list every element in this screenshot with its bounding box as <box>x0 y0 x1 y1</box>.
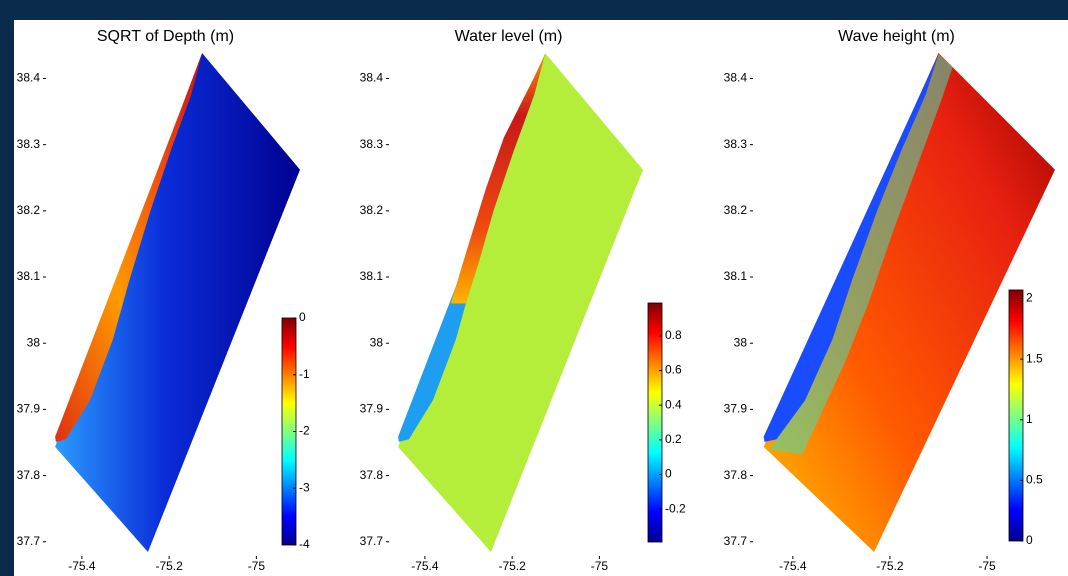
wave-field <box>763 53 1055 552</box>
x-tick-label: -75 <box>248 559 266 573</box>
y-tick-label: 38.2 <box>724 203 748 217</box>
colorbar-tick-label: 0 <box>299 310 306 324</box>
panel-title: Wave height (m) <box>838 28 955 45</box>
colorbar-tick-label: 0 <box>1026 533 1033 547</box>
y-tick-label: 38.3 <box>724 137 748 151</box>
colorbar <box>647 302 663 543</box>
y-tick-label: 37.8 <box>724 468 748 482</box>
x-tick-label: -75.4 <box>411 559 439 573</box>
colorbar <box>1008 289 1024 542</box>
y-tick-label: 37.7 <box>17 534 41 548</box>
colorbar-tick-label: 0.6 <box>665 363 682 377</box>
colorbar-tick-label: 0 <box>665 467 672 481</box>
y-tick-label: 38.3 <box>360 137 384 151</box>
y-tick-label: 37.7 <box>724 534 748 548</box>
y-tick-label: 37.9 <box>724 402 748 416</box>
colorbar-tick-label: -1 <box>299 367 310 381</box>
surf-zone-field <box>769 54 953 455</box>
y-tick-label: 37.9 <box>17 402 41 416</box>
y-tick-label: 38.4 <box>360 71 384 85</box>
x-tick-label: -75 <box>978 559 996 573</box>
colorbar-tick-label: -0.2 <box>665 501 686 515</box>
land-field <box>55 54 203 442</box>
colorbar-tick-label: 1.5 <box>1026 351 1043 365</box>
colorbar-tick-label: -4 <box>299 537 310 551</box>
x-tick-label: -75.2 <box>498 559 526 573</box>
y-tick-label: 38.1 <box>360 269 384 283</box>
y-tick-label: 38 <box>27 335 41 349</box>
sheltered-field <box>763 54 939 442</box>
colorbar-tick-label: 1 <box>1026 412 1033 426</box>
y-tick-label: 38.4 <box>724 71 748 85</box>
colorbar-tick-label: -3 <box>299 480 310 494</box>
x-tick-label: -75.4 <box>68 559 96 573</box>
x-tick-label: -75 <box>591 559 609 573</box>
y-tick-label: 37.8 <box>17 468 41 482</box>
y-tick-label: 37.9 <box>360 402 384 416</box>
y-tick-label: 38 <box>370 335 384 349</box>
colorbar-tick-label: 0.8 <box>665 328 682 342</box>
colorbar-tick-label: 0.4 <box>665 397 682 411</box>
ocean-field <box>55 53 300 552</box>
colorbar-tick-label: -2 <box>299 424 310 438</box>
x-tick-label: -75.2 <box>155 559 183 573</box>
y-tick-label: 37.8 <box>360 468 384 482</box>
colorbar-tick-label: 0.2 <box>665 432 682 446</box>
y-tick-label: 37.7 <box>360 534 384 548</box>
y-tick-label: 38.2 <box>360 203 384 217</box>
panel-title: Water level (m) <box>455 28 563 45</box>
x-tick-label: -75.2 <box>876 559 904 573</box>
y-tick-label: 38.3 <box>17 137 41 151</box>
water-level-field <box>398 53 643 552</box>
colorbar-tick-label: 2 <box>1026 291 1033 305</box>
y-tick-label: 38.1 <box>724 269 748 283</box>
y-tick-label: 38.4 <box>17 71 41 85</box>
y-tick-label: 38 <box>734 335 748 349</box>
y-tick-label: 38.2 <box>17 203 41 217</box>
colorbar-tick-label: 0.5 <box>1026 473 1043 487</box>
panel-title: SQRT of Depth (m) <box>97 28 234 45</box>
y-tick-label: 38.1 <box>17 269 41 283</box>
bay-surge-field <box>450 54 546 304</box>
x-tick-label: -75.4 <box>779 559 807 573</box>
